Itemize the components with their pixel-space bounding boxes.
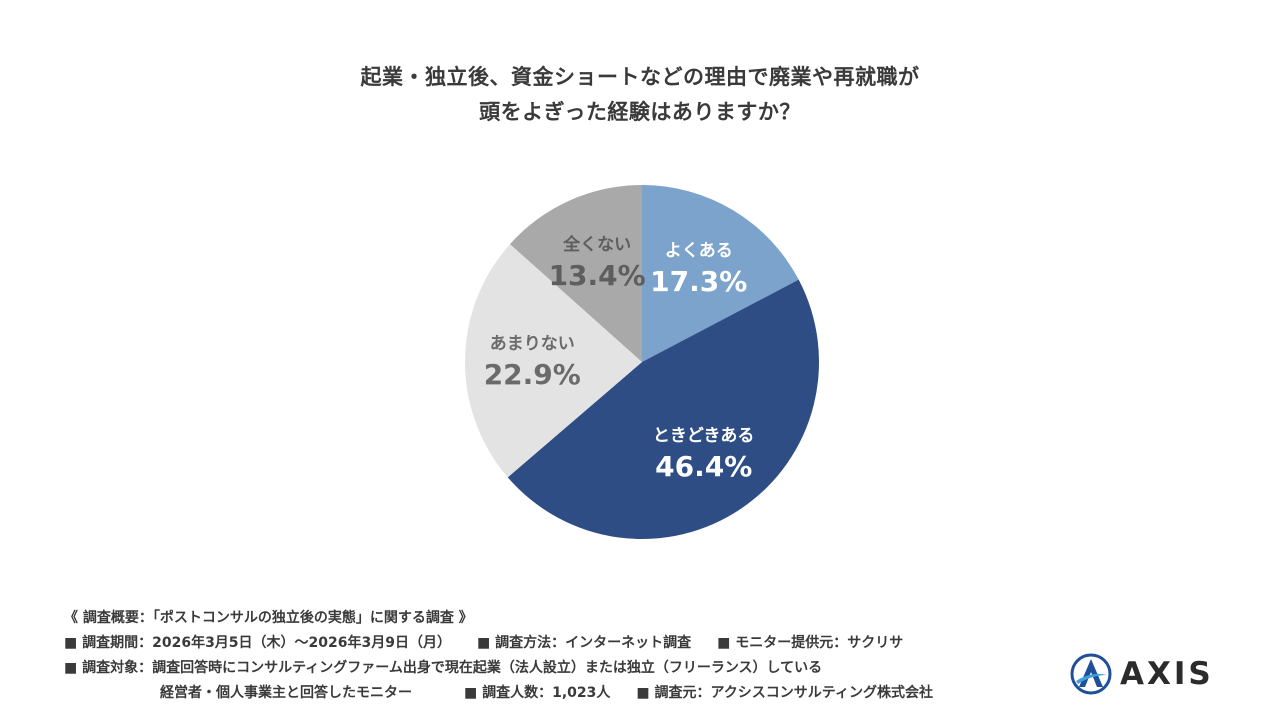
survey-overview: 《 調査概要：「ポストコンサルの独立後の実態」に関する調査 》 ■ 調査期間：2… — [64, 606, 933, 706]
pie-slice-3 — [464, 244, 642, 478]
pie-slice-value-4: 13.4% — [549, 259, 646, 292]
pie-slice-4 — [509, 185, 642, 362]
pie-slice-label-1: よくある — [665, 241, 733, 261]
chart-title-line-1: 起業・独立後、資金ショートなどの理由で廃業や再就職が — [360, 65, 920, 89]
pie-slice-label-3: あまりない — [490, 334, 575, 354]
survey-method: ■ 調査方法：インターネット調査 — [477, 635, 692, 651]
chart-title: 起業・独立後、資金ショートなどの理由で廃業や再就職が 頭をよぎった経験はあります… — [0, 60, 1280, 130]
survey-period: ■ 調査期間：2026年3月5日（木）〜2026年3月9日（月） — [64, 635, 451, 651]
pie-slice-value-3: 22.9% — [484, 358, 581, 391]
survey-count: ■ 調査人数：1,023人 — [464, 685, 611, 701]
pie-slice-2 — [507, 279, 819, 539]
pie-slice-1 — [642, 185, 799, 362]
survey-source: ■ 調査元：アクシスコンサルティング株式会社 — [636, 685, 933, 701]
pie-slice-label-2: ときどきある — [653, 426, 755, 446]
survey-heading: 《 調査概要：「ポストコンサルの独立後の実態」に関する調査 》 — [64, 610, 473, 626]
axis-logo-text: AXIS — [1120, 656, 1214, 692]
pie-slice-label-4: 全くない — [562, 234, 631, 255]
axis-logo-mark-icon — [1070, 653, 1112, 695]
survey-target-continued: 経営者・個人事業主と回答したモニター — [160, 685, 412, 701]
pie-slice-value-2: 46.4% — [655, 450, 752, 483]
survey-provider: ■ モニター提供元：サクリサ — [717, 635, 904, 651]
axis-logo: AXIS — [1070, 652, 1214, 696]
chart-title-line-2: 頭をよぎった経験はありますか？ — [479, 100, 801, 124]
pie-slice-value-1: 17.3% — [650, 265, 747, 298]
survey-target: ■ 調査対象：調査回答時にコンサルティングファーム出身で現在起業（法人設立）また… — [64, 660, 823, 676]
